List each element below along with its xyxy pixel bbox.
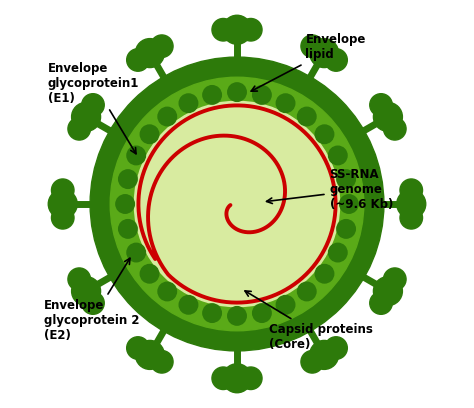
Circle shape (315, 264, 334, 283)
Circle shape (400, 179, 422, 202)
Circle shape (340, 195, 358, 213)
Text: Envelope
glycoprotein1
(E1): Envelope glycoprotein1 (E1) (48, 62, 139, 154)
Circle shape (127, 49, 149, 71)
Circle shape (239, 18, 262, 41)
Circle shape (52, 206, 74, 229)
Circle shape (239, 367, 262, 390)
Circle shape (116, 195, 134, 213)
Circle shape (222, 15, 252, 44)
Text: SS-RNA
genome
(~9.6 Kb): SS-RNA genome (~9.6 Kb) (266, 169, 393, 211)
Circle shape (337, 170, 356, 188)
Circle shape (158, 107, 176, 126)
Circle shape (203, 304, 221, 322)
Circle shape (127, 243, 146, 262)
Circle shape (253, 304, 271, 322)
Circle shape (179, 295, 198, 314)
Circle shape (140, 125, 159, 144)
Circle shape (328, 243, 347, 262)
Circle shape (82, 94, 104, 116)
Circle shape (325, 337, 347, 359)
Circle shape (222, 364, 252, 393)
Circle shape (179, 94, 198, 113)
Circle shape (298, 107, 316, 126)
Circle shape (310, 39, 338, 68)
Circle shape (370, 94, 392, 116)
Circle shape (374, 102, 402, 131)
Circle shape (68, 118, 91, 140)
Circle shape (52, 179, 74, 202)
Circle shape (328, 146, 347, 165)
Circle shape (127, 337, 149, 359)
Circle shape (301, 35, 323, 58)
Circle shape (118, 220, 137, 238)
Circle shape (212, 18, 235, 41)
Circle shape (337, 220, 356, 238)
Circle shape (158, 282, 176, 301)
Circle shape (90, 57, 384, 351)
Circle shape (400, 206, 422, 229)
Circle shape (315, 125, 334, 144)
Circle shape (136, 39, 164, 68)
Circle shape (72, 277, 100, 306)
Circle shape (151, 350, 173, 373)
Circle shape (203, 86, 221, 104)
Circle shape (82, 292, 104, 314)
Circle shape (127, 146, 146, 165)
Circle shape (140, 264, 159, 283)
Circle shape (110, 77, 364, 331)
Circle shape (151, 35, 173, 58)
Circle shape (228, 307, 246, 325)
Circle shape (68, 268, 91, 290)
Text: Envelope
lipid: Envelope lipid (251, 33, 366, 91)
Text: Capsid proteins
(Core): Capsid proteins (Core) (245, 291, 373, 351)
Circle shape (310, 340, 338, 369)
Circle shape (212, 367, 235, 390)
Circle shape (370, 292, 392, 314)
Circle shape (228, 83, 246, 101)
Text: Envelope
glycoprotein 2
(E2): Envelope glycoprotein 2 (E2) (44, 258, 139, 342)
Circle shape (48, 189, 77, 219)
Circle shape (301, 350, 323, 373)
Circle shape (397, 189, 426, 219)
Circle shape (276, 295, 295, 314)
Circle shape (383, 118, 406, 140)
Circle shape (118, 170, 137, 188)
Circle shape (374, 277, 402, 306)
Circle shape (253, 86, 271, 104)
Circle shape (325, 49, 347, 71)
Circle shape (134, 101, 340, 307)
Circle shape (136, 340, 164, 369)
Circle shape (298, 282, 316, 301)
Circle shape (276, 94, 295, 113)
Circle shape (383, 268, 406, 290)
Circle shape (72, 102, 100, 131)
